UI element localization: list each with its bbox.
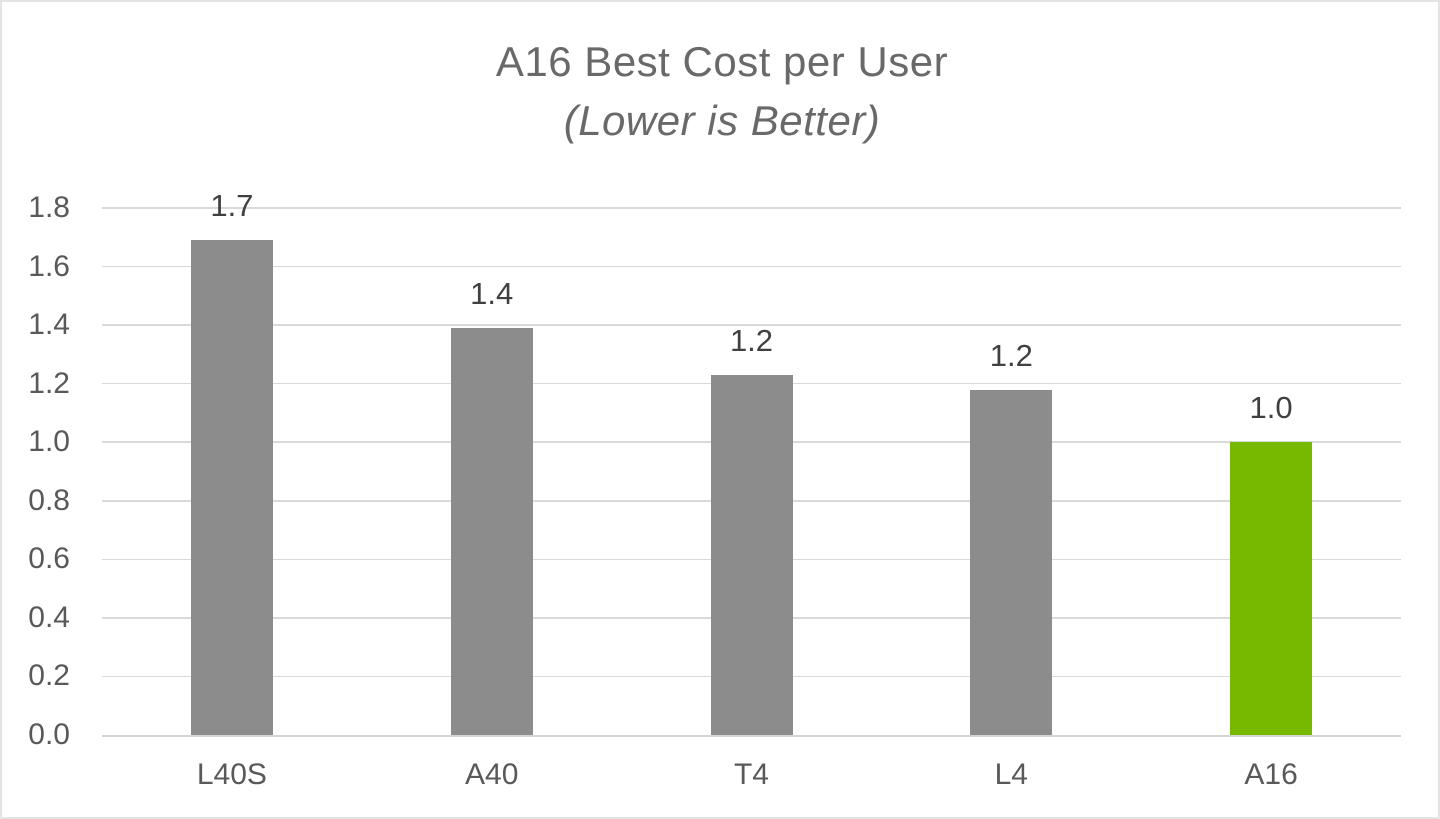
x-axis-label-a16: A16 <box>1244 758 1298 791</box>
chart-title: A16 Best Cost per User <box>495 38 949 85</box>
y-tick-label-1.6: 1.6 <box>28 249 70 283</box>
y-tick-label-1.2: 1.2 <box>28 366 70 400</box>
gridline-0.0 <box>102 735 1401 737</box>
bar-value-label-l4: 1.2 <box>989 337 1033 373</box>
y-tick-label-1.8: 1.8 <box>28 191 70 224</box>
x-axis-label-l40s: L40S <box>196 758 267 791</box>
bar-value-label-a16: 1.0 <box>1249 390 1293 426</box>
bar-value-label-l40s: 1.7 <box>210 188 254 224</box>
y-tick-label-0.4: 0.4 <box>28 600 70 634</box>
x-axis-label-l4: L4 <box>994 758 1028 791</box>
bar-l40s <box>190 240 273 735</box>
bar-l4 <box>970 389 1053 735</box>
bar-a40 <box>450 328 533 735</box>
gridline-1.4 <box>102 324 1401 326</box>
bar-value-label-a40: 1.4 <box>470 276 514 312</box>
gridline-1.8 <box>102 207 1401 209</box>
bar-value-label-t4: 1.2 <box>729 322 774 358</box>
y-tick-label-1.0: 1.0 <box>28 425 70 459</box>
y-tick-label-0.2: 0.2 <box>28 659 70 693</box>
y-tick-label-1.4: 1.4 <box>28 308 70 342</box>
y-tick-label-0.8: 0.8 <box>28 483 70 517</box>
x-axis-label-a40: A40 <box>465 758 519 791</box>
chart-title-block: A16 Best Cost per User (Lower is Better) <box>2 32 1438 150</box>
y-tick-label-0.6: 0.6 <box>28 542 70 576</box>
bar-a16 <box>1230 442 1313 735</box>
bar-t4 <box>710 374 793 735</box>
x-axis-label-t4: T4 <box>733 758 769 791</box>
chart-subtitle: (Lower is Better) <box>563 97 881 144</box>
gridline-1.6 <box>102 265 1401 268</box>
y-tick-label-0.0: 0.0 <box>28 718 70 751</box>
plot-area: 0.0 0.2 0.4 0.6 0.8 1.0 1.2 1.4 1.6 1.8 1.7 L40S 1.4… <box>28 188 1401 791</box>
